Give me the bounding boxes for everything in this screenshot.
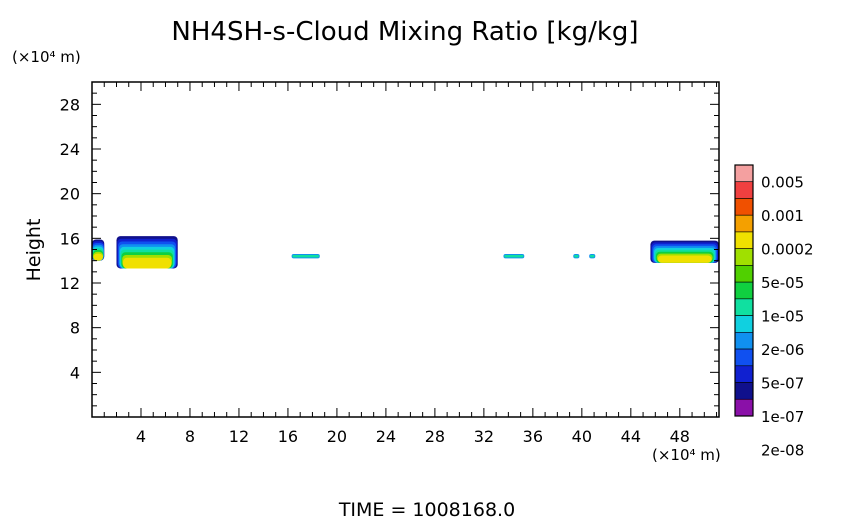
- colorbar-segment: [734, 181, 754, 199]
- colorbar-segment: [734, 298, 754, 316]
- cloud-region: [589, 253, 596, 259]
- plot-frame: [91, 81, 720, 418]
- colorbar-frame: [734, 164, 754, 417]
- chart-title: NH4SH-s-Cloud Mixing Ratio [kg/kg]: [171, 17, 638, 47]
- cloud-region: [116, 236, 178, 269]
- y-axis-label: Height: [23, 219, 45, 282]
- y-axis-unit: (×10⁴ m): [12, 48, 81, 66]
- y-tick-label: 28: [60, 95, 80, 114]
- colorbar-segment: [734, 281, 754, 300]
- cloud-region: [291, 253, 320, 259]
- colorbar-label: 5e-07: [761, 375, 804, 393]
- cloud-region: [92, 239, 105, 261]
- x-tick-label: 4: [136, 427, 146, 446]
- colorbar-label: 5e-05: [761, 274, 804, 292]
- x-tick-label: 48: [670, 427, 690, 446]
- colorbar-label: 1e-07: [761, 408, 804, 426]
- colorbar-segment: [734, 382, 754, 400]
- colorbar-labels: 0.005 0.001 0.0002 5e-05 1e-05 2e-06 5e-07 1e-0…: [761, 174, 814, 460]
- cloud-band: [123, 257, 172, 269]
- cloud-region: [503, 253, 525, 259]
- colorbar-label: 0.001: [761, 207, 804, 225]
- colorbar-segment: [734, 231, 754, 249]
- x-tick-label: 8: [185, 427, 195, 446]
- colorbar-segment: [734, 332, 754, 350]
- x-axis-unit: (×10⁴ m): [652, 446, 721, 464]
- axis-ticks: [91, 82, 719, 417]
- x-tick-label: 36: [523, 427, 543, 446]
- x-tick-label: 16: [278, 427, 298, 446]
- cloud-core: [574, 254, 579, 258]
- y-tick-label: 24: [60, 140, 80, 159]
- y-tick-label: 4: [70, 363, 80, 382]
- colorbar-segment: [734, 365, 754, 383]
- colorbar-segment: [734, 315, 754, 333]
- cloud-region: [573, 253, 580, 259]
- colorbar-label: 2e-08: [761, 441, 804, 459]
- cloud-core: [590, 254, 595, 258]
- cloud-region: [650, 240, 719, 263]
- cloud-core: [504, 254, 524, 258]
- colorbar-segment: [734, 214, 754, 233]
- cloud-band: [657, 255, 712, 263]
- y-tick-labels: 4 8 12 16 20 24 28: [60, 95, 80, 382]
- colorbar-segment: [734, 248, 754, 266]
- x-tick-label: 24: [376, 427, 396, 446]
- x-tick-label: 44: [621, 427, 641, 446]
- cloud-core: [292, 254, 319, 258]
- x-tick-label: 40: [572, 427, 592, 446]
- x-tick-labels: 4 8 12 16 20 24 28 32 36 40 44 48: [136, 427, 690, 446]
- cloud-band: [93, 253, 103, 261]
- y-tick-label: 8: [70, 319, 80, 338]
- colorbar-segment: [734, 164, 754, 183]
- time-label: TIME = 1008168.0: [338, 499, 515, 519]
- colorbar-segment: [734, 265, 754, 283]
- colorbar: [734, 164, 754, 417]
- colorbar-label: 2e-06: [761, 341, 804, 359]
- y-tick-label: 16: [60, 229, 80, 248]
- x-tick-label: 28: [425, 427, 445, 446]
- colorbar-label: 0.0002: [761, 241, 814, 259]
- y-tick-label: 20: [60, 185, 80, 204]
- x-tick-label: 32: [474, 427, 494, 446]
- colorbar-label: 1e-05: [761, 308, 804, 326]
- x-tick-label: 20: [327, 427, 347, 446]
- colorbar-segment: [734, 398, 754, 417]
- colorbar-label: 0.005: [761, 174, 804, 192]
- colorbar-segment: [734, 348, 754, 367]
- x-tick-label: 12: [229, 427, 249, 446]
- colorbar-segment: [734, 198, 754, 216]
- cloud-regions: [92, 236, 719, 269]
- y-tick-label: 12: [60, 274, 80, 293]
